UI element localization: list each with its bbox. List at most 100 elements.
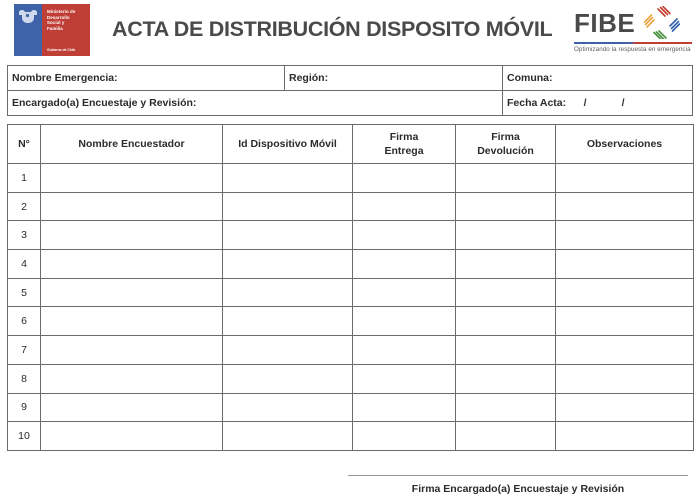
cell-observaciones[interactable] [555, 392, 694, 423]
cell-firma-entrega[interactable] [352, 277, 456, 308]
cell-firma-devolucion[interactable] [455, 421, 556, 451]
table-row: 5 [7, 277, 694, 308]
cell-id-dispositivo[interactable] [222, 421, 353, 451]
table-row: 6 [7, 306, 694, 337]
field-encargado[interactable]: Encargado(a) Encuestaje y Revisión: [8, 91, 503, 115]
cell-observaciones[interactable] [555, 277, 694, 308]
table-row: 2 [7, 191, 694, 222]
cell-nombre-encuestador[interactable] [40, 306, 223, 337]
cell-firma-devolucion[interactable] [455, 163, 556, 193]
fibe-logo: FIBE [574, 6, 692, 54]
cell-firma-devolucion[interactable] [455, 392, 556, 423]
ministry-logo-name: Ministerio de Desarrollo Social y Familia [47, 9, 76, 31]
cell-firma-entrega[interactable] [352, 220, 456, 251]
cell-firma-entrega[interactable] [352, 392, 456, 423]
cell-firma-devolucion[interactable] [455, 191, 556, 222]
firma-entrega-line1: Firma [389, 131, 419, 143]
table-body: 1 2 3 4 [7, 163, 694, 451]
chile-coat-of-arms-icon [19, 10, 37, 26]
cell-numero: 10 [7, 421, 41, 451]
cell-observaciones[interactable] [555, 363, 694, 394]
cell-firma-devolucion[interactable] [455, 220, 556, 251]
column-header-numero: N° [7, 124, 41, 164]
cell-observaciones[interactable] [555, 163, 694, 193]
table-row: 10 [7, 421, 694, 451]
form-fields-block: Nombre Emergencia: Región: Comuna: Encar… [7, 65, 693, 116]
cell-numero: 8 [7, 363, 41, 394]
firma-devolucion-line2: Devolución [477, 145, 534, 157]
cell-id-dispositivo[interactable] [222, 249, 353, 279]
cell-id-dispositivo[interactable] [222, 163, 353, 193]
form-row-top: Nombre Emergencia: Región: Comuna: [8, 66, 692, 91]
column-header-firma-devolucion: Firma Devolución [455, 124, 556, 164]
firma-devolucion-line1: Firma [491, 131, 520, 143]
cell-id-dispositivo[interactable] [222, 363, 353, 394]
cell-firma-entrega[interactable] [352, 306, 456, 337]
fibe-pinwheel-icon [644, 6, 680, 39]
cell-nombre-encuestador[interactable] [40, 277, 223, 308]
table-header-row: N° Nombre Encuestador Id Dispositivo Móv… [7, 124, 694, 164]
fibe-tagline: Optimizando la respuesta en emergencia [574, 46, 691, 53]
table-row: 1 [7, 163, 694, 193]
cell-numero: 1 [7, 163, 41, 193]
signature-line [348, 475, 688, 476]
cell-firma-devolucion[interactable] [455, 306, 556, 337]
cell-nombre-encuestador[interactable] [40, 249, 223, 279]
cell-firma-devolucion[interactable] [455, 335, 556, 365]
cell-numero: 6 [7, 306, 41, 337]
cell-nombre-encuestador[interactable] [40, 392, 223, 423]
cell-observaciones[interactable] [555, 335, 694, 365]
cell-nombre-encuestador[interactable] [40, 163, 223, 193]
cell-observaciones[interactable] [555, 306, 694, 337]
cell-id-dispositivo[interactable] [222, 392, 353, 423]
cell-numero: 2 [7, 191, 41, 222]
field-comuna[interactable]: Comuna: [503, 66, 692, 90]
cell-nombre-encuestador[interactable] [40, 421, 223, 451]
cell-firma-entrega[interactable] [352, 335, 456, 365]
cell-id-dispositivo[interactable] [222, 277, 353, 308]
field-nombre-emergencia[interactable]: Nombre Emergencia: [8, 66, 285, 90]
cell-id-dispositivo[interactable] [222, 220, 353, 251]
cell-firma-devolucion[interactable] [455, 363, 556, 394]
cell-id-dispositivo[interactable] [222, 335, 353, 365]
table-row: 3 [7, 220, 694, 251]
cell-observaciones[interactable] [555, 249, 694, 279]
ministry-logo: Ministerio de Desarrollo Social y Familia G… [14, 4, 90, 56]
fecha-separator-1: / [583, 97, 587, 109]
cell-firma-entrega[interactable] [352, 363, 456, 394]
cell-nombre-encuestador[interactable] [40, 335, 223, 365]
cell-id-dispositivo[interactable] [222, 191, 353, 222]
cell-firma-entrega[interactable] [352, 249, 456, 279]
ministry-logo-blue-panel [14, 4, 42, 56]
field-nombre-emergencia-label: Nombre Emergencia: [12, 72, 118, 84]
fibe-logo-rule [574, 42, 692, 44]
cell-numero: 9 [7, 392, 41, 423]
cell-numero: 3 [7, 220, 41, 251]
cell-id-dispositivo[interactable] [222, 306, 353, 337]
field-fecha-acta[interactable]: Fecha Acta: / / [503, 91, 692, 115]
cell-observaciones[interactable] [555, 220, 694, 251]
fecha-separator-2: / [621, 97, 625, 109]
cell-nombre-encuestador[interactable] [40, 220, 223, 251]
field-region[interactable]: Región: [285, 66, 503, 90]
cell-nombre-encuestador[interactable] [40, 191, 223, 222]
cell-numero: 5 [7, 277, 41, 308]
cell-firma-entrega[interactable] [352, 191, 456, 222]
cell-firma-entrega[interactable] [352, 421, 456, 451]
cell-firma-devolucion[interactable] [455, 277, 556, 308]
ministry-logo-red-panel: Ministerio de Desarrollo Social y Familia G… [42, 4, 90, 56]
cell-firma-devolucion[interactable] [455, 249, 556, 279]
column-header-nombre-encuestador: Nombre Encuestador [40, 124, 223, 164]
cell-firma-entrega[interactable] [352, 163, 456, 193]
cell-observaciones[interactable] [555, 191, 694, 222]
column-header-firma-entrega: Firma Entrega [352, 124, 456, 164]
distribution-table: N° Nombre Encuestador Id Dispositivo Móv… [7, 124, 694, 451]
field-encargado-label: Encargado(a) Encuestaje y Revisión: [12, 97, 197, 109]
form-row-bottom: Encargado(a) Encuestaje y Revisión: Fech… [8, 91, 692, 115]
cell-numero: 7 [7, 335, 41, 365]
cell-nombre-encuestador[interactable] [40, 363, 223, 394]
cell-observaciones[interactable] [555, 421, 694, 451]
table-row: 7 [7, 335, 694, 365]
fibe-wordmark: FIBE [574, 8, 636, 38]
table-row: 8 [7, 363, 694, 394]
